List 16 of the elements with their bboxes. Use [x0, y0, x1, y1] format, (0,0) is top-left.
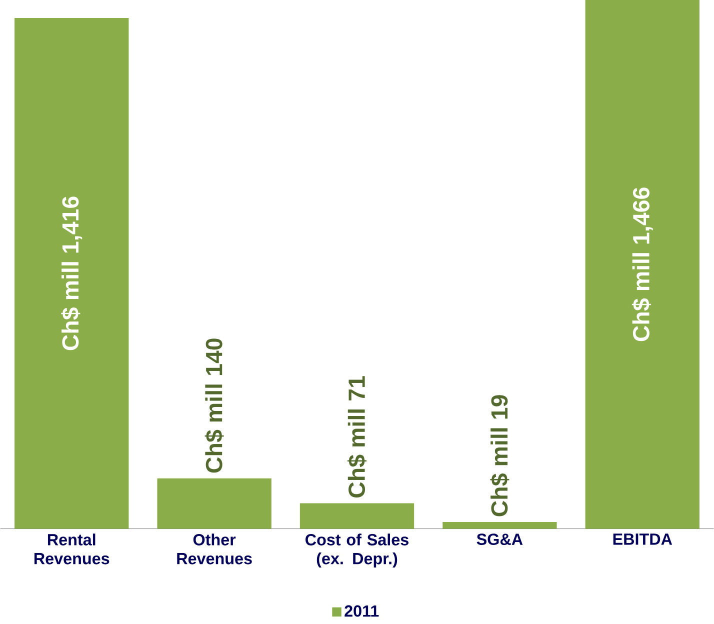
- data-label: Ch$ mill 71: [347, 376, 367, 498]
- x-tick-label: Cost of Sales (ex. Depr.): [306, 534, 408, 568]
- x-tick-label: Rental Revenues: [34, 534, 110, 564]
- data-label: Ch$ mill 1,466: [632, 188, 653, 342]
- bar: [14, 18, 129, 529]
- x-tick-label: EBITDA: [613, 534, 672, 545]
- x-tick-label: Other Revenues: [177, 534, 252, 564]
- bar: [585, 0, 700, 529]
- bar: [442, 522, 557, 529]
- data-label: Ch$ mill 1,416: [61, 196, 82, 350]
- x-tick-label: SG&A: [476, 534, 523, 546]
- data-label: Ch$ mill 19: [490, 395, 510, 516]
- data-label: Ch$ mill 140: [204, 338, 224, 473]
- bar: [157, 478, 272, 529]
- legend-label: 2011: [344, 605, 379, 617]
- bar: [300, 503, 414, 529]
